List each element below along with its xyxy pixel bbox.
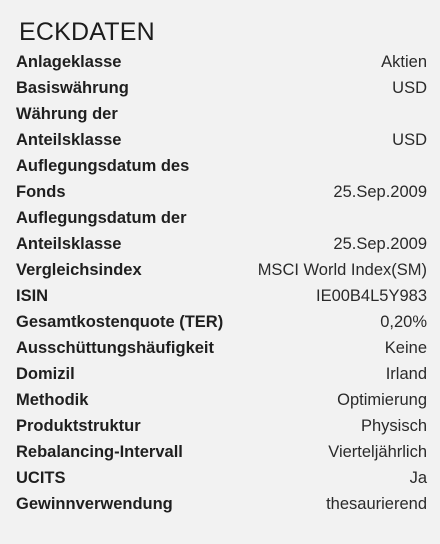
value-domicile: Irland: [385, 365, 427, 383]
label-rebalancing-interval: Rebalancing-Intervall: [16, 443, 183, 461]
row-rebalancing-interval: Rebalancing-Intervall Vierteljährlich: [16, 439, 427, 465]
label-ter: Gesamtkostenquote (TER): [16, 313, 224, 331]
label-methodology: Methodik: [16, 391, 89, 409]
value-distribution-frequency: Keine: [384, 339, 427, 357]
row-product-structure: Produktstruktur Physisch: [16, 413, 427, 439]
label-fund-launch-date: Auflegungsdatum des Fonds: [16, 157, 190, 201]
value-share-class-currency: USD: [392, 131, 427, 149]
label-product-structure: Produktstruktur: [16, 417, 141, 435]
row-isin: ISIN IE00B4L5Y983: [16, 283, 427, 309]
label-share-class-launch-date: Auflegungsdatum der Anteilsklasse: [16, 209, 187, 253]
label-benchmark: Vergleichsindex: [16, 261, 142, 279]
row-base-currency: Basiswährung USD: [16, 75, 427, 101]
row-benchmark: Vergleichsindex MSCI World Index(SM): [16, 257, 427, 283]
value-share-class-launch-date: 25.Sep.2009: [333, 235, 427, 253]
row-use-of-income: Gewinnverwendung thesaurierend: [16, 491, 427, 517]
value-isin: IE00B4L5Y983: [315, 287, 427, 305]
value-rebalancing-interval: Vierteljährlich: [328, 443, 427, 461]
label-share-class-currency: Währung der Anteilsklasse: [16, 105, 122, 149]
row-ter: Gesamtkostenquote (TER) 0,20%: [16, 309, 427, 335]
label-isin: ISIN: [16, 287, 49, 305]
row-distribution-frequency: Ausschüttungshäufigkeit Keine: [16, 335, 427, 361]
row-share-class-launch-date: Auflegungsdatum der Anteilsklasse 25.Sep…: [16, 205, 427, 257]
label-use-of-income: Gewinnverwendung: [16, 495, 173, 513]
row-ucits: UCITS Ja: [16, 465, 427, 491]
value-use-of-income: thesaurierend: [326, 495, 427, 513]
row-share-class-currency: Währung der Anteilsklasse USD: [16, 101, 427, 153]
label-distribution-frequency: Ausschüttungshäufigkeit: [16, 339, 215, 357]
value-base-currency: USD: [392, 79, 427, 97]
section-title: ECKDATEN: [19, 18, 155, 46]
value-ter: 0,20%: [380, 313, 427, 331]
value-fund-launch-date: 25.Sep.2009: [333, 183, 427, 201]
label-base-currency: Basiswährung: [16, 79, 129, 97]
value-benchmark: MSCI World Index(SM): [257, 261, 427, 279]
label-asset-class: Anlageklasse: [16, 53, 122, 71]
value-product-structure: Physisch: [360, 417, 427, 435]
label-ucits: UCITS: [16, 469, 66, 487]
value-asset-class: Aktien: [381, 53, 427, 71]
key-facts-list: Anlageklasse Aktien Basiswährung USD Wäh…: [16, 49, 427, 517]
row-methodology: Methodik Optimierung: [16, 387, 427, 413]
label-domicile: Domizil: [16, 365, 75, 383]
row-domicile: Domizil Irland: [16, 361, 427, 387]
row-asset-class: Anlageklasse Aktien: [16, 49, 427, 75]
row-fund-launch-date: Auflegungsdatum des Fonds 25.Sep.2009: [16, 153, 427, 205]
value-methodology: Optimierung: [337, 391, 427, 409]
value-ucits: Ja: [409, 469, 427, 487]
